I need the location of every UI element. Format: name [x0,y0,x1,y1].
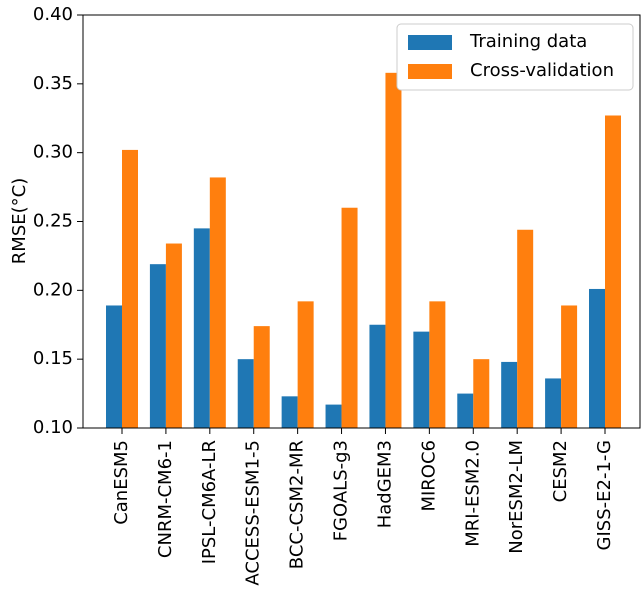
bar [413,331,430,428]
x-tick-label: CNRM-CM6-1 [155,440,176,558]
y-tick-label: 0.30 [33,142,73,163]
bar [501,361,518,428]
legend-swatch [408,35,452,50]
plot-frame [82,14,641,429]
y-tick-label: 0.25 [33,211,73,232]
bar [106,305,122,428]
bar [369,324,386,428]
y-tick-label: 0.35 [33,73,73,94]
y-tick-label: 0.20 [33,279,73,300]
x-tick-label: NorESM2-LM [506,440,527,554]
bar [165,243,182,428]
bar [325,404,342,428]
x-tick-label: GISS-E2-1-G [594,440,615,550]
x-tick-label: CanESM5 [111,440,132,525]
bar [209,177,226,428]
y-tick-label: 0.10 [33,417,73,438]
bar [385,72,402,428]
y-tick-label: 0.15 [33,348,73,369]
legend-label: Training data [469,31,587,52]
x-tick-label: ACCESS-ESM1-5 [243,440,264,586]
y-tick-label: 0.40 [33,4,73,25]
bar [193,228,210,428]
bar [237,359,254,428]
x-tick-label: IPSL-CM6A-LR [199,440,220,564]
x-tick-label: MIROC6 [418,440,439,512]
x-tick-label: FGOALS-g3 [331,440,352,541]
bar [605,115,621,428]
bar [429,301,446,428]
bar [457,393,474,428]
x-tick-label: CESM2 [550,440,571,502]
bar [589,288,605,428]
x-tick-label: BCC-CSM2-MR [287,440,308,569]
bar [281,396,298,428]
bar [561,305,578,428]
bar [517,229,534,428]
legend-box [396,23,634,91]
bar [297,301,314,428]
y-axis-label: RMSE(°C) [9,178,30,264]
bar [545,378,562,428]
legend-swatch [408,64,452,79]
x-tick-label: MRI-ESM2.0 [462,440,483,547]
legend-label: Cross-validation [470,60,614,81]
bar [149,264,166,428]
bar [253,326,270,428]
bar [122,149,138,428]
bar [341,207,358,428]
bar [473,359,490,428]
x-tick-label: HadGEM3 [374,440,395,528]
